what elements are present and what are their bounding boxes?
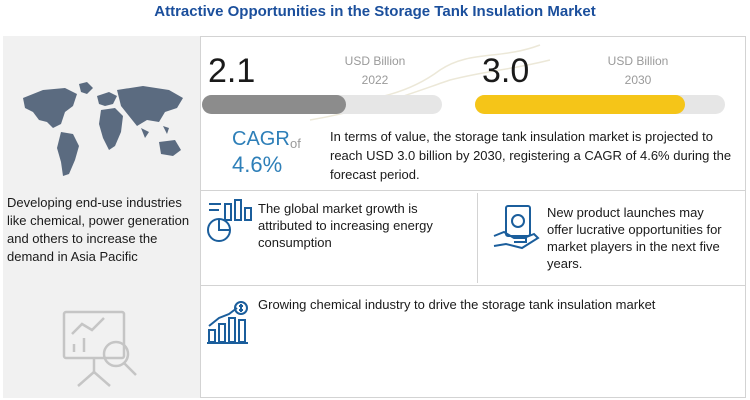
progress-bar-2022 [202,95,442,114]
market-unit-2030: USD Billion 2030 [593,52,683,90]
market-unit-2022: USD Billion 2022 [330,52,420,90]
money-hand-icon [493,205,540,250]
cagr-value: 4.6% [232,152,283,177]
energy-chart-icon [207,199,252,242]
page-title: Attractive Opportunities in the Storage … [154,3,596,20]
divider-horizontal-bottom [200,285,745,286]
market-value-2030: 3.0 [482,52,530,90]
left-panel: Developing end-use industries like chemi… [3,36,201,398]
divider-vertical [477,193,478,283]
progress-bar-2030 [475,95,725,114]
world-map-icon [23,82,183,176]
point-energy-text: The global market growth is attributed t… [258,201,433,250]
point-chemical-text: Growing chemical industry to drive the s… [258,297,656,312]
magnifier-chart-icon [62,310,137,387]
unit-label-2030: USD Billion [607,54,669,68]
unit-label-2022: USD Billion [344,54,406,68]
progress-fill-2022 [202,95,346,114]
year-label-2030: 2030 [624,73,652,87]
point-product-launch-text: New product launches may offer lucrative… [547,205,722,271]
cagr-description: In terms of value, the storage tank insu… [330,129,732,182]
cagr-label: CAGR [232,128,290,150]
cagr-of: of [290,136,301,151]
divider-horizontal-top [200,190,745,191]
market-value-2022: 2.1 [208,52,256,90]
progress-fill-2030 [475,95,685,114]
left-panel-text: Developing end-use industries like chemi… [7,195,190,264]
growth-bars-icon [207,301,248,344]
year-label-2022: 2022 [361,73,389,87]
